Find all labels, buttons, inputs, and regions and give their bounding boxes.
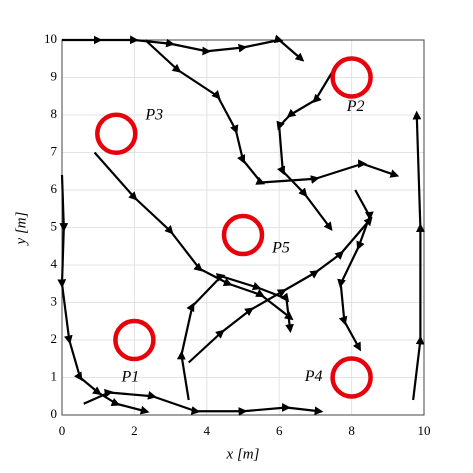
x-tick-label: 8 bbox=[348, 423, 355, 438]
y-tick-label: 5 bbox=[51, 218, 58, 233]
y-tick-label: 2 bbox=[51, 331, 58, 346]
trajectory bbox=[83, 388, 324, 416]
y-tick-label: 4 bbox=[51, 256, 58, 271]
y-axis-label: y [m] bbox=[13, 211, 29, 246]
target-label: P1 bbox=[121, 369, 140, 386]
target-label: P5 bbox=[271, 240, 290, 257]
y-tick-label: 6 bbox=[51, 181, 58, 196]
trajectory bbox=[412, 110, 425, 401]
y-tick-label: 3 bbox=[51, 293, 58, 308]
y-tick-label: 0 bbox=[51, 406, 58, 421]
x-axis-label: x [m] bbox=[226, 446, 260, 462]
target-label: P3 bbox=[144, 106, 163, 123]
target-circle bbox=[95, 112, 138, 155]
y-tick-label: 9 bbox=[51, 68, 58, 83]
trajectory bbox=[57, 174, 150, 415]
trajectory bbox=[62, 34, 305, 62]
y-tick-label: 1 bbox=[51, 368, 58, 383]
x-tick-label: 4 bbox=[204, 423, 211, 438]
y-tick-label: 7 bbox=[51, 143, 58, 158]
y-tick-label: 10 bbox=[44, 31, 57, 46]
target-circle bbox=[330, 356, 373, 399]
trajectory bbox=[176, 273, 294, 401]
trajectory bbox=[276, 69, 335, 232]
trajectory bbox=[144, 39, 400, 185]
x-tick-label: 2 bbox=[131, 423, 138, 438]
target-circle bbox=[221, 213, 265, 257]
y-tick-label: 8 bbox=[51, 106, 58, 121]
x-tick-label: 0 bbox=[59, 423, 66, 438]
target-circle bbox=[113, 318, 156, 362]
x-tick-label: 10 bbox=[418, 423, 431, 438]
x-tick-label: 6 bbox=[276, 423, 283, 438]
target-circle bbox=[330, 56, 373, 99]
target-label: P4 bbox=[304, 368, 323, 385]
target-label: P2 bbox=[346, 98, 365, 115]
trajectory bbox=[337, 189, 374, 352]
